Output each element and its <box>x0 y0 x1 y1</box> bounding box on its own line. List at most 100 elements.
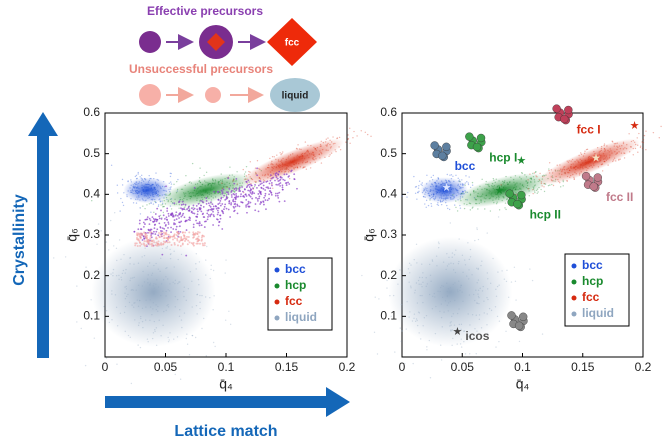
precursor-dot <box>167 227 169 229</box>
annotation: fcc II <box>606 190 633 204</box>
cloud-dot <box>153 203 154 204</box>
cluster-icon <box>594 174 602 182</box>
precursor-dot <box>263 181 265 183</box>
precursor-dot <box>169 236 171 238</box>
precursor-dot <box>262 200 264 202</box>
x-tick-label: 0 <box>399 360 406 374</box>
precursor-dot <box>157 240 159 242</box>
precursor-dot <box>275 184 277 186</box>
cloud-dot <box>490 210 491 211</box>
precursor-dot <box>177 215 179 217</box>
precursor-dot <box>185 238 187 240</box>
y-tick-label: 0.6 <box>380 105 397 119</box>
precursor-dot <box>145 219 147 221</box>
cloud-dot <box>476 227 477 228</box>
precursor-dot <box>282 189 284 191</box>
cloud-dot <box>106 241 107 242</box>
cloud-dot <box>407 192 408 193</box>
precursor-dot <box>263 197 265 199</box>
precursor-dot <box>241 186 243 188</box>
precursor-dot <box>154 233 156 235</box>
cloud-dot <box>131 383 132 384</box>
precursor-dot <box>269 187 271 189</box>
cloud-dot <box>563 185 564 186</box>
precursor-dot <box>244 189 246 191</box>
precursor-dot <box>284 200 286 202</box>
cloud-dot <box>367 134 368 135</box>
precursor-dot <box>143 231 145 233</box>
cloud-dot <box>430 203 431 204</box>
cloud-dot <box>469 353 470 354</box>
precursor-dot <box>222 211 224 213</box>
precursor-dot <box>211 209 213 211</box>
precursor-dot <box>163 228 165 230</box>
cloud-dot <box>306 168 307 169</box>
precursor-dot <box>235 195 237 197</box>
x-tick-label: 0.15 <box>571 360 595 374</box>
precursor-dot <box>265 186 267 188</box>
star: ★ <box>442 182 452 194</box>
precursor-dot <box>258 210 260 212</box>
precursor-dot <box>246 212 248 214</box>
cloud-dot <box>465 353 466 354</box>
cloud-dot <box>221 183 222 184</box>
precursor-dot <box>248 201 250 203</box>
precursor-dot <box>252 187 254 189</box>
cloud-dot <box>123 205 124 206</box>
cloud-dot <box>361 275 362 276</box>
precursor-dot <box>205 220 207 222</box>
cloud-dot <box>171 173 172 174</box>
cloud-dot <box>420 184 421 185</box>
x-axis-label: q̄₄ <box>219 376 233 392</box>
precursor-dot <box>212 203 214 205</box>
cloud-dot <box>140 213 141 214</box>
cloud-dot <box>365 132 366 133</box>
precursor-dot <box>137 228 139 230</box>
precursor-dot <box>146 235 148 237</box>
precursor-dot <box>202 213 204 215</box>
precursor-dot <box>219 200 221 202</box>
precursor-dot <box>197 233 199 235</box>
cloud-dot <box>187 344 188 345</box>
cloud-dot <box>458 178 459 179</box>
annotation: hcp I <box>489 150 517 164</box>
precursor-dot <box>168 215 170 217</box>
cloud-dot <box>213 270 214 271</box>
big-arrow <box>37 135 49 358</box>
cloud-dot <box>139 176 140 177</box>
cloud-dot <box>498 216 499 217</box>
precursor-dot <box>265 208 267 210</box>
cloud-dot <box>269 158 270 159</box>
precursor-dot <box>196 205 198 207</box>
precursor-dot <box>159 217 161 219</box>
cloud-dot <box>633 154 634 155</box>
cloud-dot <box>136 202 137 203</box>
cloud-dot <box>117 185 118 186</box>
precursor-dot <box>151 229 153 231</box>
precursor-dot <box>153 241 155 243</box>
precursor-dot <box>228 209 230 211</box>
cloud-dot <box>140 347 141 348</box>
cloud-dot <box>515 299 516 300</box>
cloud-dot <box>430 377 431 378</box>
precursor-dot <box>235 198 237 200</box>
precursor-dot <box>218 207 220 209</box>
cloud-dot <box>640 147 641 148</box>
precursor-dot <box>150 235 152 237</box>
precursor-dot <box>233 210 235 212</box>
precursor-dot <box>192 231 194 233</box>
cloud-dot <box>110 220 111 221</box>
cloud-dot <box>441 204 442 205</box>
precursor-dot <box>237 196 239 198</box>
cloud-dot <box>418 188 419 189</box>
precursor-dot <box>161 218 163 220</box>
cloud-dot <box>149 175 150 176</box>
precursor-dot <box>176 234 178 236</box>
precursor-dot <box>217 212 219 214</box>
precursor-dot <box>154 224 156 226</box>
cloud-dot <box>352 137 353 138</box>
precursor-dot <box>286 182 288 184</box>
cloud-dot <box>641 141 642 142</box>
precursor-dot <box>180 207 182 209</box>
precursor-dot <box>248 184 250 186</box>
